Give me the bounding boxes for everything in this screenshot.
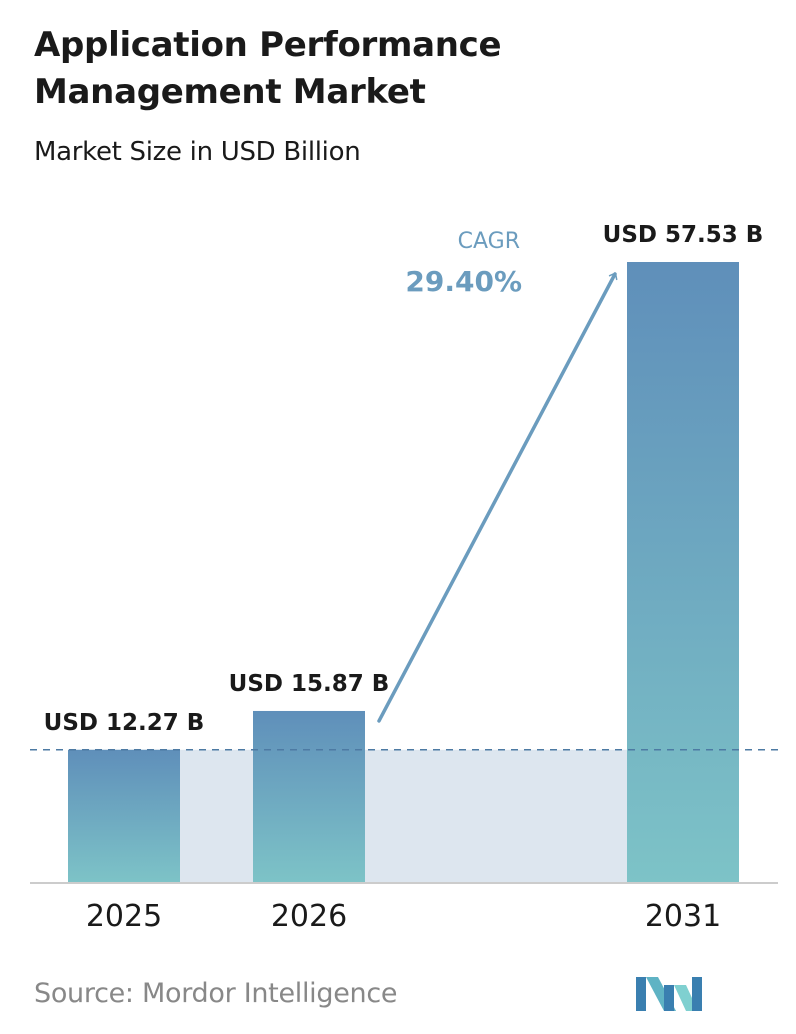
- x-tick-label-2031: 2031: [645, 899, 721, 934]
- cagr-value: 29.40%: [405, 265, 522, 298]
- chart-subtitle: Market Size in USD Billion: [34, 137, 361, 167]
- data-label-2031: USD 57.53 B: [603, 222, 764, 248]
- chart-title: Application Performance Management Marke…: [34, 25, 502, 112]
- x-tick-label-2026: 2026: [271, 899, 347, 934]
- mordor-intelligence-logo-icon: [636, 977, 702, 1011]
- x-tick-label-2025: 2025: [86, 899, 162, 934]
- cagr-label: CAGR: [458, 229, 520, 254]
- data-label-2026: USD 15.87 B: [229, 671, 390, 697]
- cagr-arrow: [377, 272, 618, 723]
- bar-2025: [68, 749, 180, 882]
- data-label-2025: USD 12.27 B: [44, 710, 205, 736]
- bar-2031: [627, 262, 739, 882]
- bar-2026: [253, 710, 365, 882]
- source-note: Source: Mordor Intelligence: [34, 978, 398, 1009]
